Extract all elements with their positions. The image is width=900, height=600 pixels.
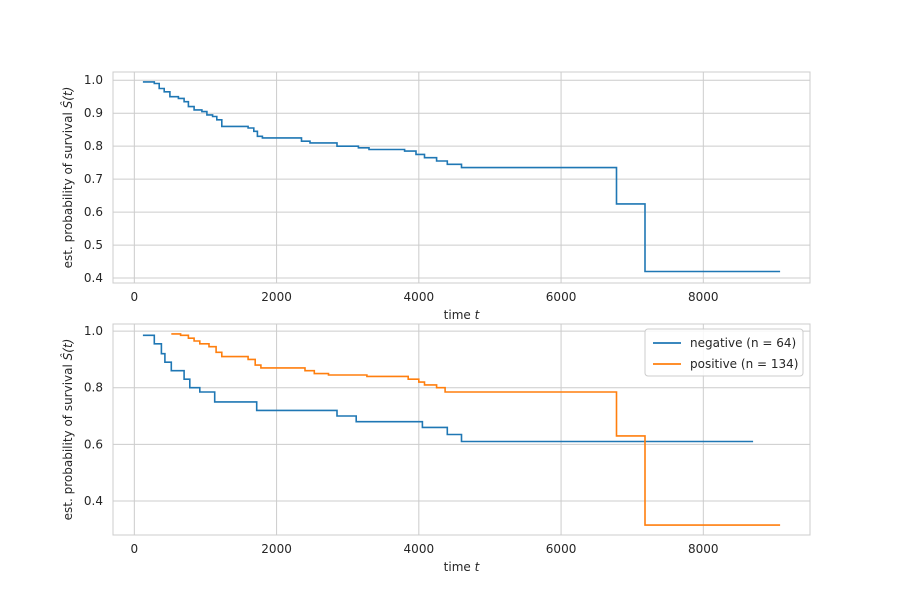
plot-lines (142, 81, 781, 273)
y-tick-label: 0.8 (84, 139, 103, 153)
x-tick-label: 2000 (261, 290, 292, 304)
x-tick-label: 6000 (546, 290, 577, 304)
x-tick-label: 8000 (688, 542, 719, 556)
y-tick-label: 0.6 (84, 437, 103, 451)
y-tick-labels: 0.4 0.5 0.6 0.7 0.8 0.9 1.0 (84, 73, 103, 285)
survival-curve-positive (171, 333, 781, 526)
grid (113, 72, 810, 283)
x-axis-label: time t (444, 560, 481, 574)
y-tick-label: 0.8 (84, 381, 103, 395)
survival-curve-all (142, 81, 781, 273)
y-tick-labels: 0.4 0.6 0.8 1.0 (84, 324, 103, 508)
plot-lines (142, 333, 781, 526)
y-tick-label: 0.6 (84, 205, 103, 219)
y-axis-label: est. probability of survival Ŝ(t) (60, 87, 75, 269)
legend-box (644, 328, 804, 377)
legend: negative (n = 64) positive (n = 134) (644, 328, 804, 377)
y-tick-label: 0.7 (84, 172, 103, 186)
survival-plot-by-group: 0 2000 4000 6000 8000 0.4 0.6 0.8 1.0 time t es… (60, 323, 811, 574)
y-tick-label: 1.0 (84, 73, 103, 87)
y-tick-label: 0.4 (84, 271, 103, 285)
y-axis-label: est. probability of survival Ŝ(t) (60, 339, 75, 521)
y-tick-label: 0.5 (84, 238, 103, 252)
x-tick-label: 2000 (261, 542, 292, 556)
y-tick-label: 0.4 (84, 494, 103, 508)
x-tick-label: 8000 (688, 290, 719, 304)
x-tick-label: 4000 (404, 290, 435, 304)
axes-frame (112, 71, 811, 284)
y-tick-label: 0.9 (84, 106, 103, 120)
x-tick-label: 0 (131, 542, 139, 556)
x-tick-labels: 0 2000 4000 6000 8000 (131, 290, 719, 304)
x-tick-label: 6000 (546, 542, 577, 556)
x-tick-labels: 0 2000 4000 6000 8000 (131, 542, 719, 556)
x-axis-label: time t (444, 308, 481, 322)
axes-frame (112, 323, 811, 536)
survival-plot-overall: 0 2000 4000 6000 8000 0.40.50.60.70.80.91.0 … (60, 71, 811, 322)
grid (113, 324, 810, 535)
x-tick-label: 4000 (404, 542, 435, 556)
y-tick-label: 1.0 (84, 324, 103, 338)
legend-label: positive (n = 134) (690, 357, 798, 371)
legend-label: negative (n = 64) (690, 336, 796, 350)
x-tick-label: 0 (131, 290, 139, 304)
survival-curve-negative (142, 334, 754, 443)
